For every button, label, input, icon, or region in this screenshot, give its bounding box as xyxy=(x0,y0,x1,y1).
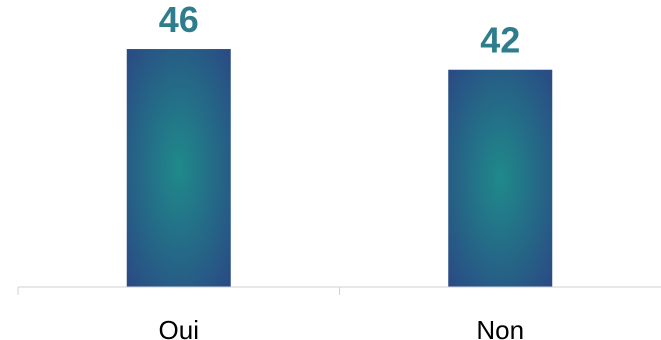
x-ticks-group xyxy=(17,287,340,295)
bar-non xyxy=(448,69,553,287)
category-labels-group: Oui Non xyxy=(159,315,525,340)
bars-group xyxy=(126,49,553,288)
category-label-non: Non xyxy=(476,315,524,340)
value-label-non: 42 xyxy=(480,20,520,61)
value-labels-group: 46 42 xyxy=(159,0,521,61)
value-label-oui: 46 xyxy=(159,0,199,40)
category-label-oui: Oui xyxy=(159,315,199,340)
bar-oui xyxy=(126,49,231,288)
